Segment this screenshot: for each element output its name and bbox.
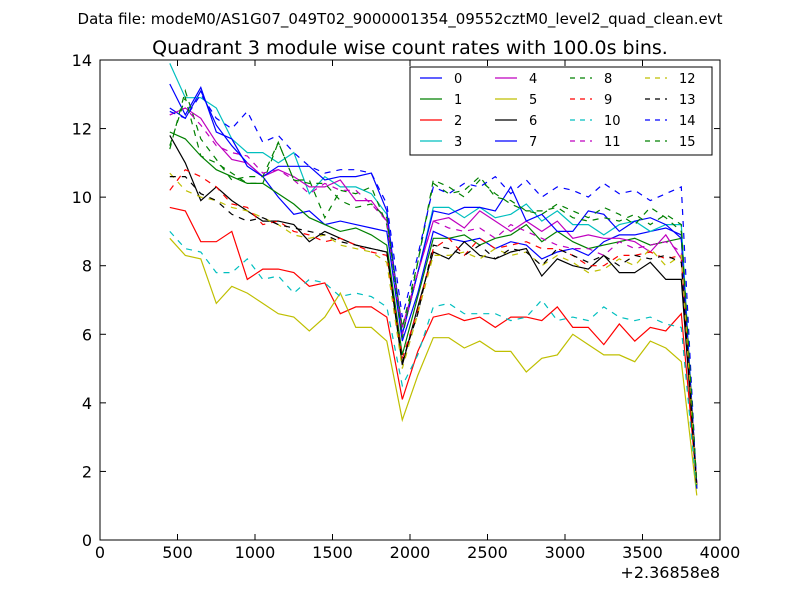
series-line-6 [169, 135, 698, 486]
legend-label-0: 0 [454, 72, 462, 87]
series-line-12 [169, 172, 698, 489]
series-line-11 [169, 107, 698, 486]
chart-title: Quadrant 3 module wise count rates with … [152, 37, 668, 59]
y-tick-label: 14 [72, 51, 92, 70]
legend-label-4: 4 [529, 72, 537, 87]
x-tick-label: 500 [162, 543, 193, 562]
legend-label-15: 15 [679, 135, 696, 150]
x-tick-label: 2000 [390, 543, 431, 562]
legend-label-13: 13 [679, 93, 696, 108]
y-tick-label: 0 [82, 531, 92, 550]
legend-label-10: 10 [604, 114, 621, 129]
legend-box [409, 66, 713, 156]
x-tick-label: 2500 [467, 543, 508, 562]
y-tick-label: 8 [82, 257, 92, 276]
legend-label-11: 11 [604, 135, 621, 150]
series-line-2 [169, 206, 698, 486]
legend-label-12: 12 [679, 72, 696, 87]
series-line-5 [169, 237, 698, 496]
legend-label-14: 14 [679, 114, 696, 129]
legend-label-7: 7 [529, 135, 537, 150]
series-line-8 [169, 88, 698, 489]
x-tick-label: 3500 [622, 543, 663, 562]
legend-label-1: 1 [454, 93, 462, 108]
x-tick-label: 1500 [312, 543, 353, 562]
legend-label-6: 6 [529, 114, 537, 129]
x-tick-label: 1000 [235, 543, 276, 562]
data-file-label: Data file: modeM0/AS1G07_049T02_90000013… [78, 10, 723, 29]
y-tick-label: 12 [72, 120, 92, 139]
series-line-7 [169, 83, 698, 486]
x-offset-label: +2.36858e8 [620, 563, 720, 582]
series-line-1 [169, 131, 698, 486]
legend-label-2: 2 [454, 114, 462, 129]
series-line-4 [169, 107, 698, 486]
series-line-14 [169, 93, 698, 489]
legend-label-9: 9 [604, 93, 612, 108]
series-line-15 [169, 95, 698, 486]
plot-series-group [169, 63, 698, 496]
x-tick-label: 3000 [545, 543, 586, 562]
y-tick-label: 2 [82, 462, 92, 481]
legend-label-5: 5 [529, 93, 537, 108]
legend-label-8: 8 [604, 72, 612, 87]
x-axis: 0 500 1000 1500 2000 2500 3000 3500 4000 [95, 60, 740, 562]
y-tick-label: 6 [82, 325, 92, 344]
x-tick-label: 0 [95, 543, 105, 562]
series-line-13 [169, 176, 698, 489]
y-tick-label: 4 [82, 394, 92, 413]
x-tick-label: 4000 [700, 543, 741, 562]
series-line-3 [169, 63, 698, 489]
legend-label-3: 3 [454, 135, 462, 150]
y-tick-label: 10 [72, 188, 92, 207]
